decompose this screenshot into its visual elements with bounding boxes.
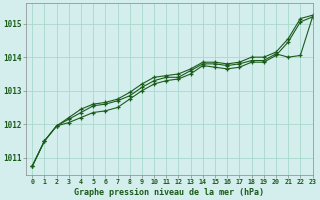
X-axis label: Graphe pression niveau de la mer (hPa): Graphe pression niveau de la mer (hPa): [74, 188, 264, 197]
